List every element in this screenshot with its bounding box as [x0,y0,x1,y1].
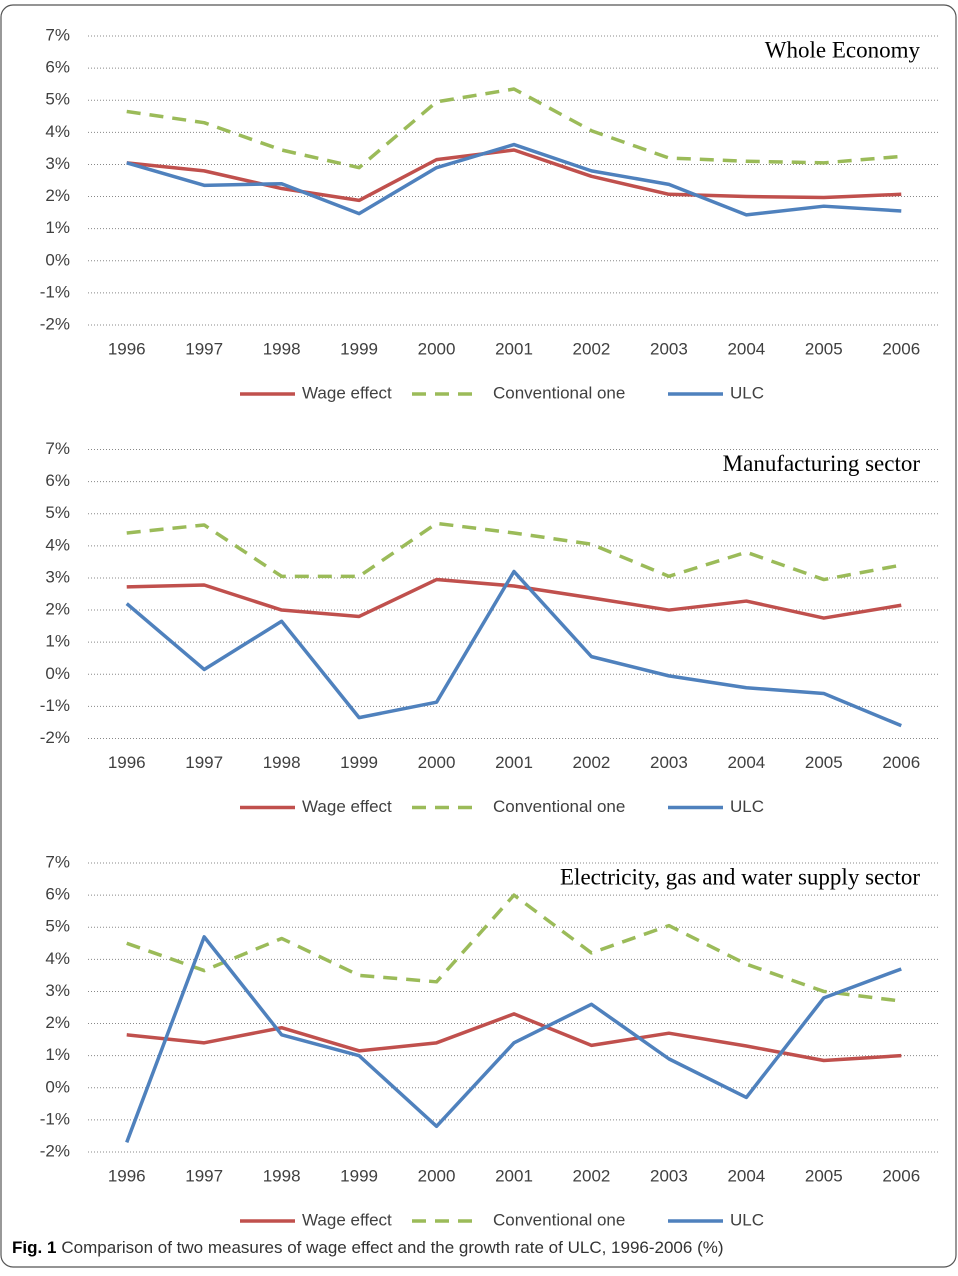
legend-label: Wage effect [302,383,392,402]
legend-label: Wage effect [302,797,392,816]
x-tick-label: 2005 [805,1166,843,1185]
y-tick-label: 5% [45,90,70,109]
series-line [126,521,902,582]
chart-title: Electricity, gas and water supply sector [560,864,920,889]
y-tick-label: 4% [45,535,70,554]
y-tick-label: 3% [45,981,70,1000]
x-tick-label: 1999 [340,339,378,358]
series-line [126,87,902,170]
x-tick-label: 1998 [263,1166,301,1185]
x-tick-label: 2003 [650,1166,688,1185]
y-tick-label: 1% [45,218,70,237]
x-tick-label: 1997 [185,1166,223,1185]
chart-title: Whole Economy [765,37,921,62]
y-tick-label: 3% [45,567,70,586]
y-tick-label: 2% [45,186,70,205]
caption: Fig. 1 Comparison of two measures of wage… [12,1238,724,1258]
y-tick-label: 5% [45,503,70,522]
series-line [126,893,902,1003]
legend-label: ULC [730,1210,764,1229]
x-tick-label: 2003 [650,339,688,358]
y-tick-label: 7% [45,852,70,871]
series-line [126,1012,902,1063]
series-line [126,142,902,217]
x-tick-label: 1998 [263,753,301,772]
x-tick-label: 1996 [108,753,146,772]
frame [0,4,957,1268]
caption-label: Fig. 1 [12,1238,57,1257]
x-tick-label: 2004 [727,753,765,772]
x-tick-label: 2006 [882,1166,920,1185]
y-tick-label: 7% [45,25,70,44]
y-tick-label: 0% [45,250,70,269]
caption-text: Comparison of two measures of wage effec… [61,1238,724,1257]
x-tick-label: 2001 [495,1166,533,1185]
x-tick-label: 1996 [108,1166,146,1185]
x-tick-label: 2006 [882,753,920,772]
x-tick-label: 1997 [185,339,223,358]
y-tick-label: 6% [45,58,70,77]
x-tick-label: 2005 [805,753,843,772]
x-tick-label: 2000 [418,339,456,358]
y-tick-label: -1% [40,282,70,301]
y-tick-label: 2% [45,600,70,619]
x-tick-label: 2006 [882,339,920,358]
x-tick-label: 2000 [418,753,456,772]
y-tick-label: 2% [45,1013,70,1032]
y-tick-label: 4% [45,949,70,968]
legend-label: Conventional one [493,1210,625,1229]
x-tick-label: 1997 [185,753,223,772]
x-tick-label: 2001 [495,753,533,772]
y-tick-label: 3% [45,154,70,173]
x-tick-label: 1996 [108,339,146,358]
y-tick-label: 6% [45,471,70,490]
y-tick-label: -2% [40,1141,70,1160]
series-line [126,577,902,620]
y-tick-label: 1% [45,1045,70,1064]
legend-label: ULC [730,383,764,402]
y-tick-label: 0% [45,1077,70,1096]
x-tick-label: 1999 [340,753,378,772]
x-tick-label: 2004 [727,339,765,358]
x-tick-label: 1999 [340,1166,378,1185]
legend-label: ULC [730,797,764,816]
y-tick-label: -1% [40,696,70,715]
x-tick-label: 2002 [573,1166,611,1185]
y-tick-label: -1% [40,1109,70,1128]
legend-label: Conventional one [493,383,625,402]
y-tick-label: -2% [40,728,70,747]
x-tick-label: 2005 [805,339,843,358]
y-tick-label: 5% [45,917,70,936]
x-tick-label: 2000 [418,1166,456,1185]
series-line [125,935,902,1143]
x-tick-label: 2003 [650,753,688,772]
y-tick-label: 1% [45,632,70,651]
y-tick-label: -2% [40,314,70,333]
x-tick-label: 2002 [573,753,611,772]
series-line [126,148,902,203]
chart-title: Manufacturing sector [723,451,921,476]
legend-label: Wage effect [302,1210,392,1229]
y-tick-label: 7% [45,439,70,458]
y-tick-label: 0% [45,664,70,683]
x-tick-label: 1998 [263,339,301,358]
x-tick-label: 2002 [573,339,611,358]
x-tick-label: 2004 [727,1166,765,1185]
y-tick-label: 4% [45,122,70,141]
y-tick-label: 6% [45,885,70,904]
legend-label: Conventional one [493,797,625,816]
x-tick-label: 2001 [495,339,533,358]
series-line [125,569,902,728]
